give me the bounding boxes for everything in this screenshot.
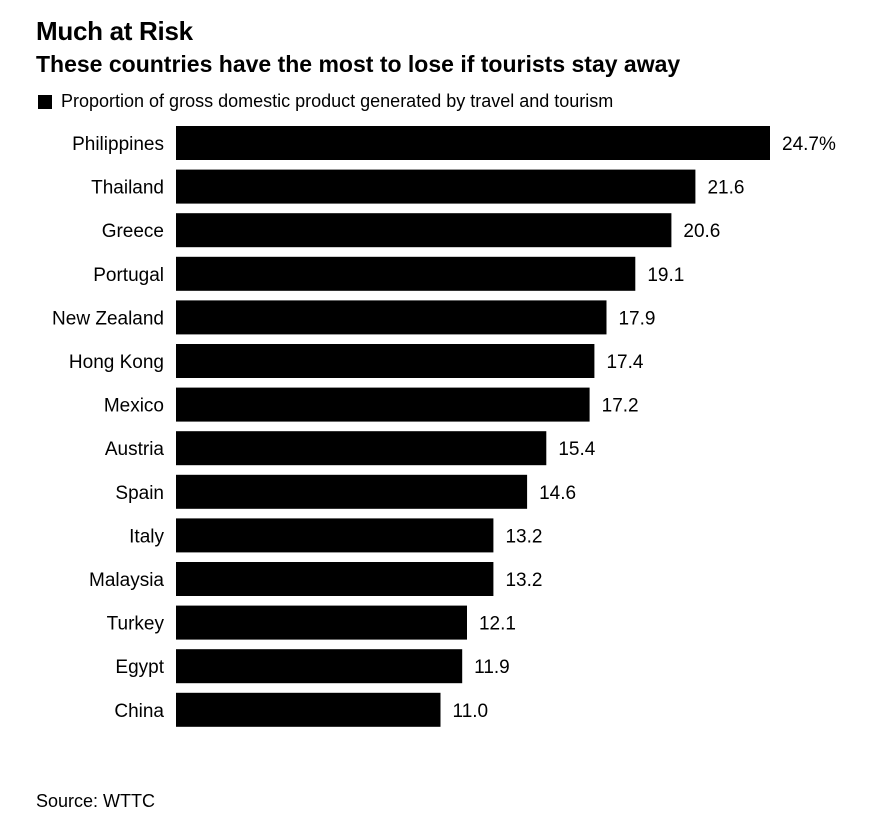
bar	[176, 692, 441, 727]
value-label: 17.9	[618, 308, 655, 329]
bar	[176, 562, 494, 596]
chart-subtitle: These countries have the most to lose if…	[36, 51, 681, 77]
value-label: 19.1	[647, 265, 684, 286]
bar	[176, 300, 607, 335]
value-label: 13.2	[505, 526, 542, 547]
category-label: Mexico	[104, 396, 164, 417]
value-label: 15.4	[558, 439, 595, 460]
value-label: 24.7%	[782, 134, 836, 155]
value-label: 11.9	[474, 657, 510, 678]
legend-label: Proportion of gross domestic product gen…	[61, 91, 614, 111]
category-label: Greece	[102, 221, 164, 242]
bar	[176, 474, 528, 509]
bar	[176, 126, 770, 160]
category-label: Thailand	[91, 178, 164, 199]
source-note: Source: WTTC	[36, 791, 156, 811]
category-label: New Zealand	[52, 308, 164, 329]
category-label: Hong Kong	[69, 352, 164, 373]
value-label: 11.0	[453, 701, 489, 722]
category-label: Philippines	[72, 134, 164, 155]
category-label: Egypt	[115, 657, 164, 678]
category-label: Italy	[129, 526, 164, 547]
bar	[176, 344, 595, 378]
bar	[176, 518, 494, 553]
bar	[176, 431, 547, 466]
category-label: China	[114, 701, 164, 722]
category-label: Austria	[105, 439, 165, 460]
category-label: Malaysia	[89, 570, 164, 591]
bar-chart: Philippines 24.7% Thailand 21.6 Greece 20.6 Po…	[52, 126, 836, 727]
value-label: 14.6	[539, 483, 576, 504]
bar	[176, 169, 696, 204]
value-label: 13.2	[505, 570, 542, 591]
bar	[176, 213, 672, 248]
value-label: 21.6	[707, 178, 744, 199]
chart-title: Much at Risk	[36, 16, 193, 46]
category-label: Spain	[115, 483, 164, 504]
value-label: 17.2	[602, 396, 639, 417]
category-label: Portugal	[93, 265, 164, 286]
value-label: 20.6	[683, 221, 720, 242]
legend: Proportion of gross domestic product gen…	[38, 91, 613, 112]
bar	[176, 649, 463, 684]
value-label: 12.1	[479, 614, 516, 635]
value-label: 17.4	[606, 352, 643, 373]
bar	[176, 605, 467, 640]
legend-swatch	[38, 94, 52, 109]
category-label: Turkey	[107, 614, 165, 635]
bar	[176, 387, 590, 422]
bar	[176, 256, 636, 291]
